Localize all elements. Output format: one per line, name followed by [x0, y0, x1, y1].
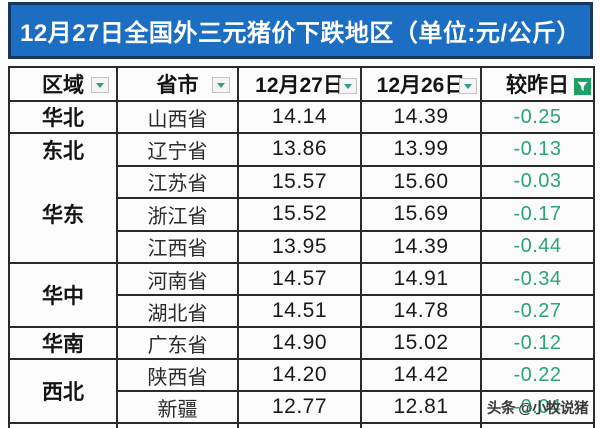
region-label: 华东 — [42, 204, 84, 227]
region-label: 华中 — [42, 285, 84, 308]
active-filter-icon[interactable] — [574, 78, 591, 95]
empty-cell — [116, 422, 239, 428]
change-cell: -0.25 — [480, 100, 595, 134]
table-row: 华北 山西省 14.14 14.39 -0.25 — [8, 100, 595, 134]
header-region-label: 区域 — [42, 74, 84, 97]
header-province: 省市 — [116, 66, 239, 102]
triangle-down-icon — [464, 83, 472, 89]
province-cell: 江苏省 — [116, 164, 239, 199]
table-row: 江苏省 15.57 15.60 -0.03 — [9, 164, 595, 199]
price-cell: 15.69 — [360, 197, 482, 232]
change-cell: -0.13 — [480, 132, 595, 167]
price-cell: 13.95 — [237, 229, 362, 264]
region-label: 西北 — [42, 381, 84, 404]
price-cell: 14.90 — [237, 326, 362, 360]
change-cell: -0.12 — [480, 326, 595, 360]
filter-dropdown-icon[interactable] — [459, 78, 477, 94]
region-cell-merged: 东北 华东 — [8, 132, 118, 264]
funnel-icon — [577, 81, 588, 92]
triangle-down-icon — [217, 82, 225, 88]
header-date-previous: 12月26日 — [360, 66, 482, 102]
table-row: 西北 陕西省 14.20 14.42 -0.22 — [8, 358, 595, 424]
price-cell: 14.20 — [237, 358, 362, 392]
price-cell: 14.57 — [237, 262, 362, 296]
header-date-current-label: 12月27日 — [255, 74, 344, 97]
empty-cell — [237, 422, 362, 428]
header-date-current: 12月27日 — [237, 66, 362, 102]
price-cell: 15.02 — [360, 326, 482, 360]
price-cell: 15.60 — [360, 164, 482, 199]
header-province-label: 省市 — [156, 74, 199, 97]
province-cell: 陕西省 — [116, 358, 239, 392]
watermark: 头条 @小牧说猪 — [486, 400, 589, 417]
change-cell: -0.04 头条 @小牧说猪 — [480, 390, 595, 424]
header-change-label: 较昨日 — [506, 74, 569, 97]
region-cell: 华中 — [8, 262, 118, 328]
empty-cell — [480, 422, 595, 428]
table-row: 浙江省 15.52 15.69 -0.17 — [9, 197, 595, 232]
header-change: 较昨日 — [480, 66, 595, 102]
header-row: 区域 省市 12月27日 12月26日 较昨日 — [8, 66, 595, 102]
region-label: 华南 — [42, 333, 84, 356]
triangle-down-icon — [96, 82, 104, 88]
empty-cell — [360, 422, 482, 428]
table-row: 华南 广东省 14.90 15.02 -0.12 — [8, 326, 595, 360]
pig-price-table: 区域 省市 12月27日 12月26日 较昨日 — [8, 66, 595, 428]
province-cell: 河南省 — [116, 262, 239, 296]
province-cell: 新疆 — [116, 390, 239, 424]
table-row: 新疆 12.77 12.81 -0.04 头条 @小牧说猪 — [9, 390, 595, 424]
price-cell: 14.51 — [237, 294, 362, 328]
triangle-down-icon — [344, 83, 352, 89]
table-row: 湖北省 14.51 14.78 -0.27 — [9, 294, 595, 328]
page-title: 12月27日全国外三元猪价下跌地区（单位:元/公斤） — [19, 20, 582, 47]
change-cell: -0.22 — [480, 358, 595, 392]
price-cell: 12.77 — [237, 390, 362, 424]
price-cell: 13.99 — [360, 132, 482, 167]
price-cell: 13.86 — [237, 132, 362, 167]
province-cell: 浙江省 — [116, 197, 239, 232]
change-cell: -0.27 — [480, 294, 595, 328]
header-date-previous-label: 12月26日 — [376, 74, 466, 97]
table-row: 东北 华东 辽宁省 13.86 13.99 -0.13 — [8, 132, 595, 264]
price-cell: 15.57 — [237, 164, 362, 199]
province-cell: 江西省 — [116, 229, 239, 264]
header-region: 区域 — [8, 66, 118, 102]
filter-dropdown-icon[interactable] — [339, 78, 357, 94]
price-cell: 14.39 — [360, 229, 482, 264]
price-cell: 12.81 — [360, 390, 482, 424]
region-cell: 华北 — [8, 100, 118, 134]
province-cell: 湖北省 — [116, 294, 239, 328]
table-row: 江西省 13.95 14.39 -0.44 — [9, 229, 595, 264]
change-cell: -0.03 — [480, 164, 595, 199]
price-cell: 14.39 — [360, 100, 482, 134]
price-cell: 14.78 — [360, 294, 482, 328]
change-cell: -0.17 — [480, 197, 595, 232]
empty-cell — [8, 422, 118, 428]
region-cell: 华南 — [8, 326, 118, 360]
filter-dropdown-icon[interactable] — [91, 77, 109, 93]
price-cell: 14.91 — [360, 262, 482, 296]
price-cell: 14.42 — [360, 358, 482, 392]
province-cell: 山西省 — [116, 100, 239, 134]
price-cell: 14.14 — [237, 100, 362, 134]
change-cell: -0.44 — [480, 229, 595, 264]
table-row: 华中 河南省 14.57 14.91 -0.34 — [8, 262, 595, 328]
region-cell: 西北 — [8, 358, 118, 424]
price-cell: 15.52 — [237, 197, 362, 232]
table-row-clipped — [8, 422, 595, 428]
region-label: 东北 — [42, 140, 84, 163]
change-cell: -0.34 — [480, 262, 595, 296]
filter-dropdown-icon[interactable] — [212, 77, 230, 93]
province-cell: 广东省 — [116, 326, 239, 360]
province-cell: 辽宁省 — [116, 132, 239, 167]
region-label: 华北 — [42, 107, 84, 130]
title-banner: 12月27日全国外三元猪价下跌地区（单位:元/公斤） — [8, 2, 593, 59]
